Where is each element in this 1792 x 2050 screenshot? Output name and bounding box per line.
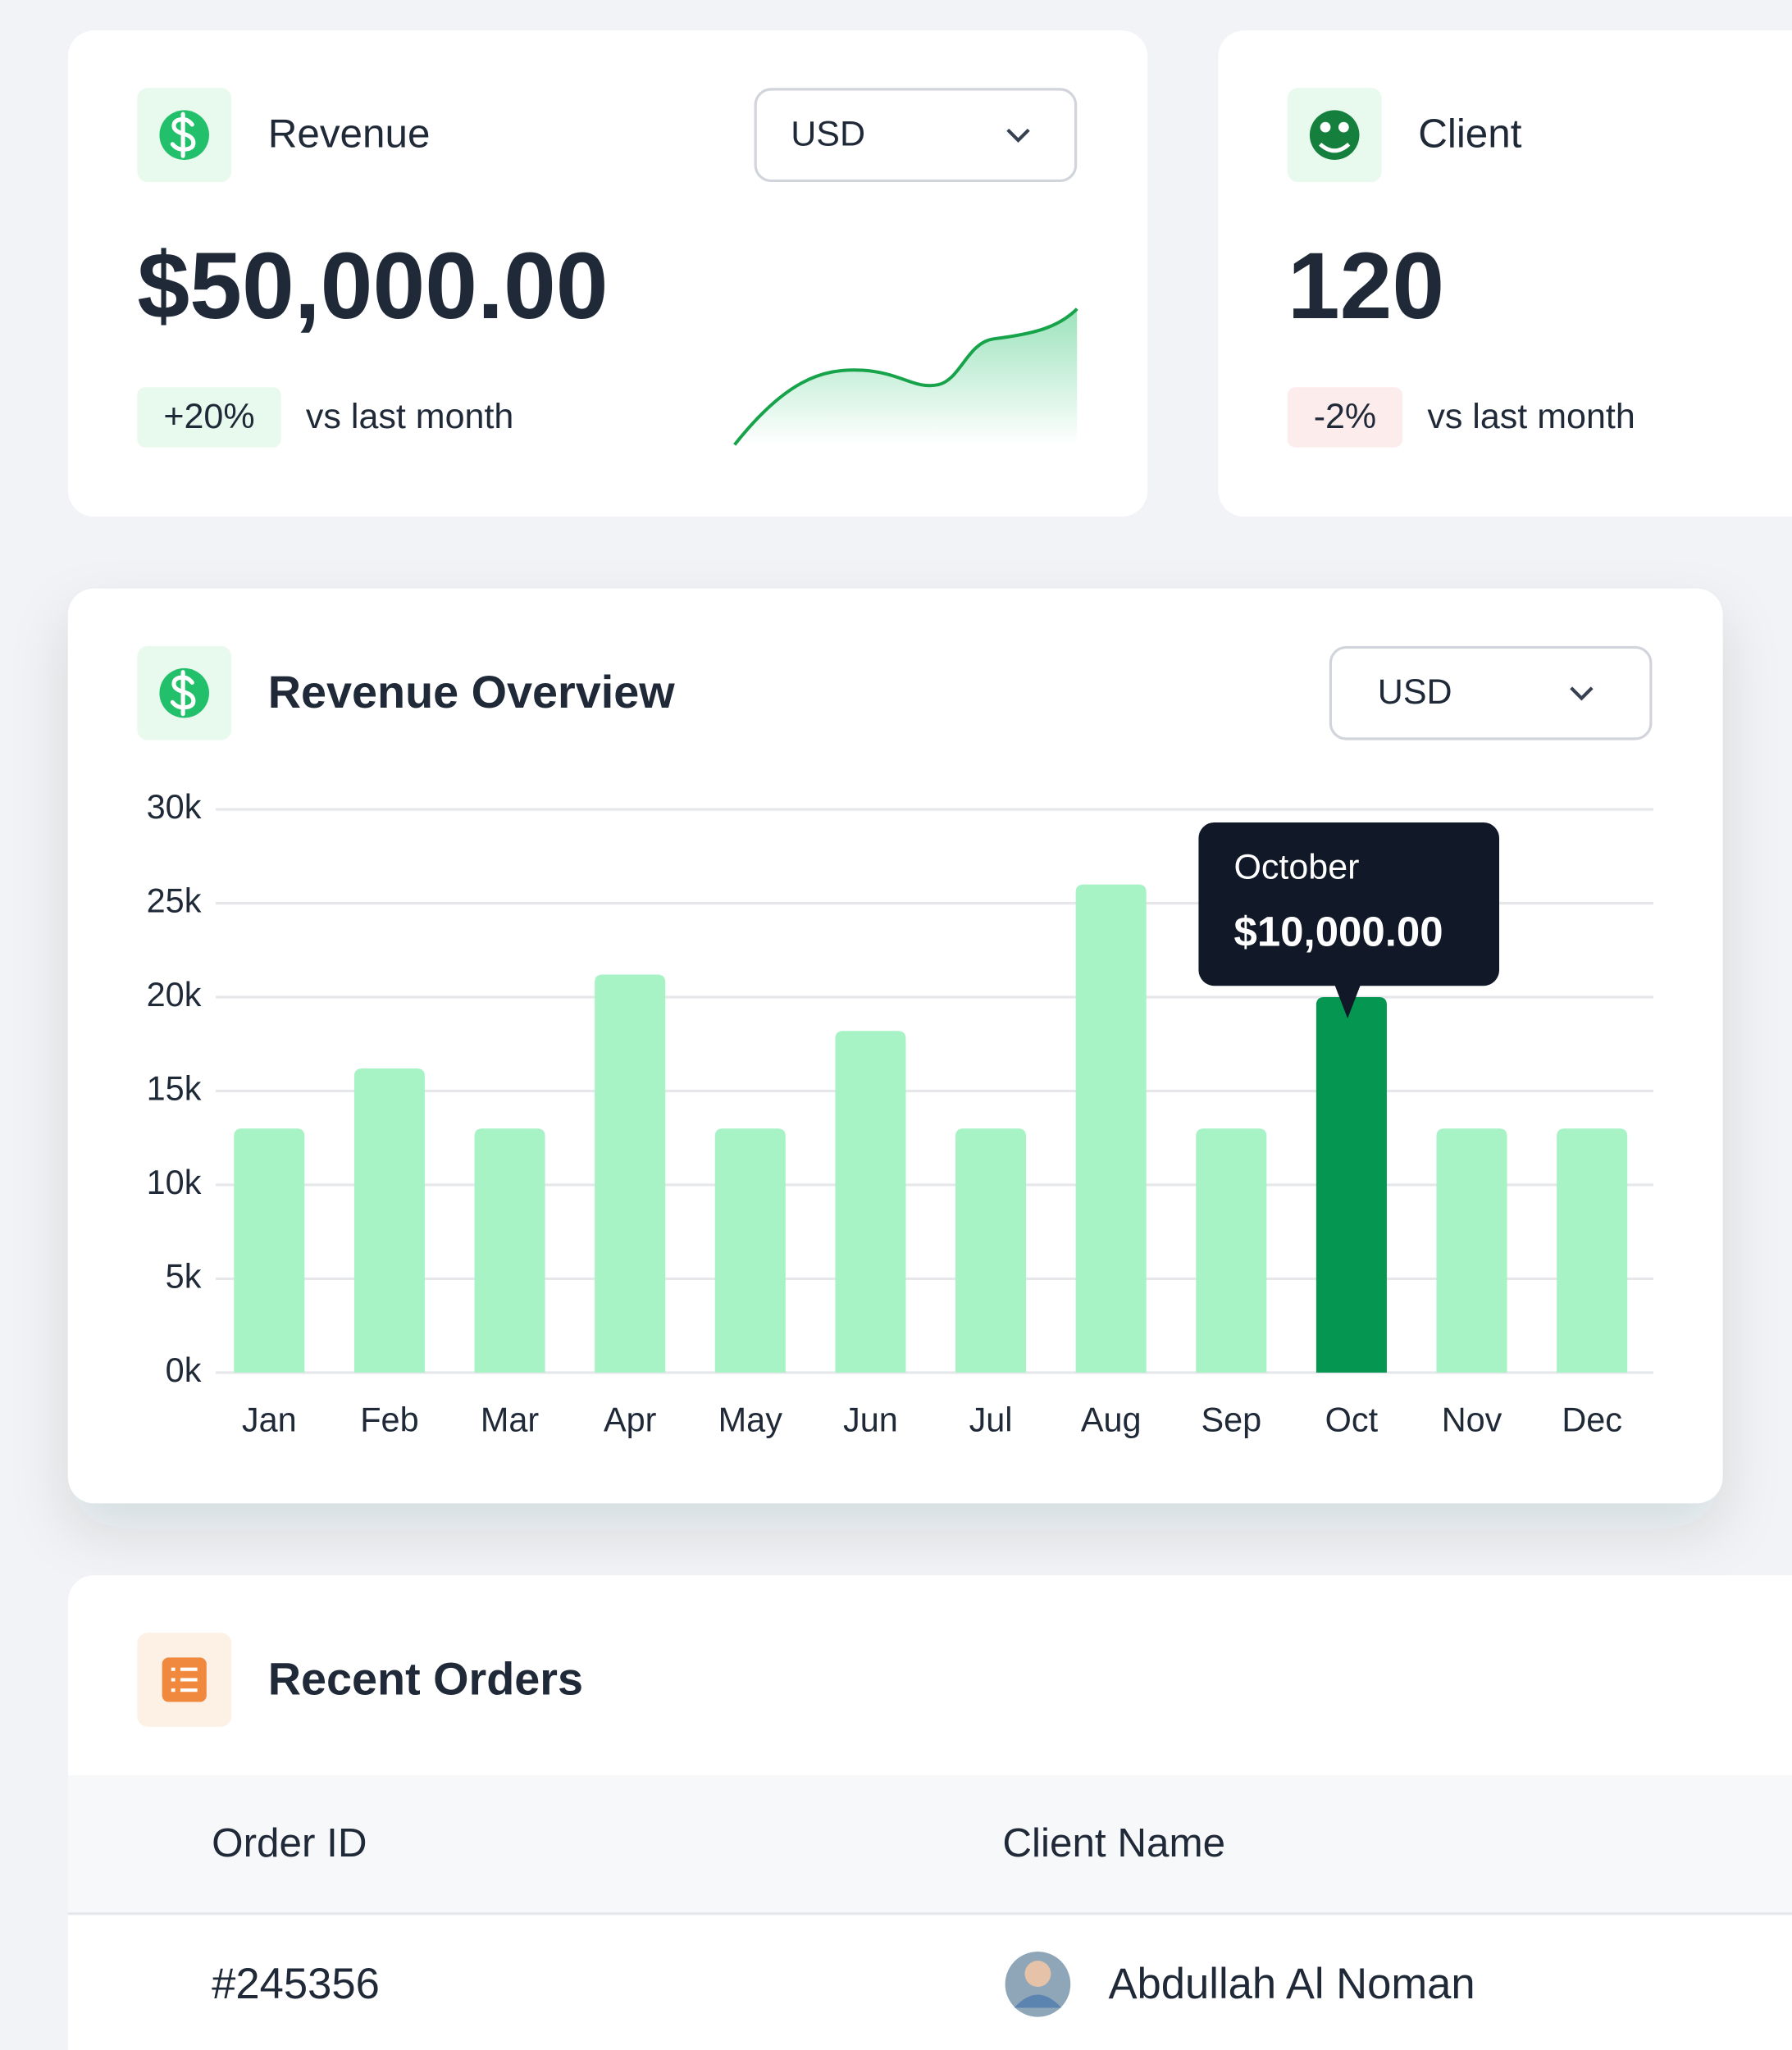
orders-title: Recent Orders <box>268 1653 583 1704</box>
x-tick-label: Feb <box>360 1400 418 1438</box>
bar <box>595 974 666 1373</box>
avatar-face <box>1024 1961 1051 1987</box>
x-tick-label: May <box>718 1400 783 1438</box>
bar <box>714 1128 786 1373</box>
client-name: Abdullah Al Noman <box>1108 1960 1475 2008</box>
x-tick-label: Jan <box>242 1400 297 1438</box>
tooltip-value: $10,000.00 <box>1233 909 1443 955</box>
client-icon-smile <box>1319 142 1351 153</box>
x-tick-label: Dec <box>1562 1400 1622 1438</box>
column-header: Order ID <box>212 1820 367 1866</box>
bar <box>1316 997 1387 1373</box>
change-value: -2% <box>1314 397 1377 436</box>
x-tick-label: Nov <box>1442 1400 1502 1438</box>
x-tick-label: Jun <box>843 1400 898 1438</box>
currency-dropdown[interactable] <box>1329 645 1653 740</box>
orders-icon-lines <box>171 1667 198 1692</box>
y-tick-label: 25k <box>147 881 202 919</box>
tooltip-title: October <box>1233 848 1359 887</box>
x-tick-label: Mar <box>481 1400 540 1438</box>
change-note: vs last month <box>306 397 513 436</box>
x-tick-label: Oct <box>1325 1400 1379 1438</box>
sparkline <box>733 308 1078 446</box>
card-title: Client <box>1418 111 1522 156</box>
order-id: #245356 <box>212 1960 380 2008</box>
y-tick-label: 10k <box>147 1163 202 1201</box>
card-title: Revenue <box>268 111 431 156</box>
bar <box>835 1031 906 1373</box>
change-value: +20% <box>163 397 254 436</box>
bar <box>1196 1128 1267 1373</box>
sparkline-area <box>734 308 1078 445</box>
currency-dropdown[interactable] <box>754 88 1078 183</box>
tooltip-pointer <box>1334 984 1361 1019</box>
bar <box>234 1128 305 1373</box>
x-tick-label: Apr <box>604 1400 657 1438</box>
dropdown-label: USD <box>791 115 865 154</box>
tooltip-box <box>1198 822 1500 986</box>
tooltip: October $10,000.00 <box>1198 822 1500 1019</box>
dropdown-label: USD <box>1378 672 1452 712</box>
y-tick-label: 5k <box>166 1256 202 1295</box>
bar <box>1557 1128 1628 1373</box>
bar <box>1075 884 1147 1373</box>
chevron <box>1570 686 1594 701</box>
y-tick-label: 0k <box>166 1351 202 1389</box>
avatar-body <box>1014 1994 1062 2008</box>
client-icon-dot <box>1320 121 1331 133</box>
kpi-value: 120 <box>1288 234 1444 339</box>
dollar-glyph <box>170 670 196 717</box>
chevron <box>1006 128 1030 143</box>
bar <box>353 1068 425 1373</box>
bar <box>955 1128 1027 1373</box>
change-badge <box>137 387 281 448</box>
x-tick-label: Sep <box>1201 1400 1261 1438</box>
bar <box>1436 1128 1507 1373</box>
change-note: vs last month <box>1427 397 1635 436</box>
x-tick-label: Aug <box>1081 1400 1142 1438</box>
change-badge <box>1287 387 1403 448</box>
column-header: Client Name <box>1002 1820 1225 1866</box>
client-icon-dot <box>1338 121 1349 133</box>
bar <box>474 1128 545 1373</box>
dollar-glyph <box>170 112 196 158</box>
y-tick-label: 30k <box>147 787 202 826</box>
chart-title: Revenue Overview <box>268 667 676 718</box>
table-header <box>67 1774 1792 1914</box>
x-tick-label: Jul <box>969 1400 1013 1438</box>
y-tick-label: 20k <box>147 975 202 1014</box>
kpi-value: $50,000.00 <box>137 234 608 339</box>
y-tick-label: 15k <box>147 1068 202 1107</box>
